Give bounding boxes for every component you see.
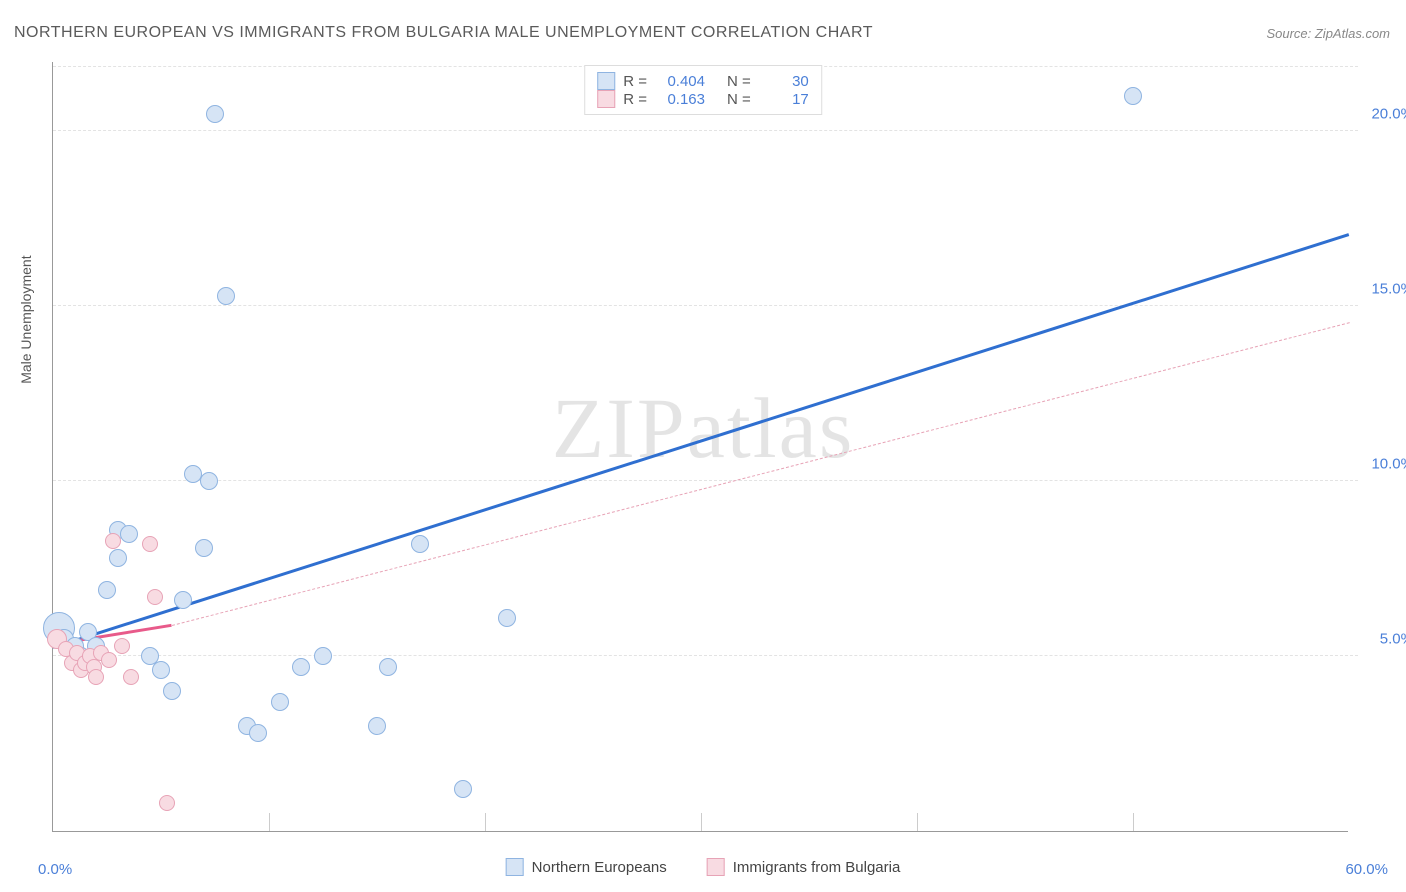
x-axis-minor-tick [485, 813, 486, 831]
chart-container: NORTHERN EUROPEAN VS IMMIGRANTS FROM BUL… [0, 0, 1406, 892]
chart-title: NORTHERN EUROPEAN VS IMMIGRANTS FROM BUL… [14, 24, 873, 42]
gridline [53, 305, 1358, 306]
data-point [411, 535, 429, 553]
data-point [159, 795, 175, 811]
legend-r-value: 0.163 [655, 91, 705, 108]
legend-n-value: 17 [759, 91, 809, 108]
legend-r-label: R = [623, 73, 647, 90]
gridline [53, 480, 1358, 481]
data-point [105, 533, 121, 549]
plot-area: 5.0%10.0%15.0%20.0% [52, 62, 1348, 832]
data-point [454, 780, 472, 798]
legend-stats-row: R = 0.163 N = 17 [597, 90, 809, 108]
legend-bottom: Northern Europeans Immigrants from Bulga… [506, 858, 901, 876]
legend-stats: R = 0.404 N = 30 R = 0.163 N = 17 [584, 65, 822, 115]
data-point [152, 661, 170, 679]
y-axis-tick: 15.0% [1371, 281, 1406, 298]
trend-line [172, 323, 1349, 627]
data-point [123, 669, 139, 685]
data-point [142, 536, 158, 552]
data-point [206, 105, 224, 123]
y-axis-tick: 5.0% [1380, 631, 1406, 648]
legend-item: Immigrants from Bulgaria [707, 858, 901, 876]
legend-label: Northern Europeans [532, 859, 667, 876]
legend-r-label: R = [623, 91, 647, 108]
x-axis-minor-tick [917, 813, 918, 831]
legend-swatch-blue [506, 858, 524, 876]
data-point [368, 717, 386, 735]
data-point [195, 539, 213, 557]
legend-swatch-blue [597, 72, 615, 90]
x-axis-minor-tick [1133, 813, 1134, 831]
x-axis-minor-tick [269, 813, 270, 831]
data-point [109, 549, 127, 567]
data-point [114, 638, 130, 654]
legend-n-value: 30 [759, 73, 809, 90]
data-point [88, 669, 104, 685]
trend-line [53, 233, 1350, 649]
data-point [163, 682, 181, 700]
y-axis-tick: 10.0% [1371, 456, 1406, 473]
data-point [498, 609, 516, 627]
data-point [101, 652, 117, 668]
data-point [98, 581, 116, 599]
x-axis-minor-tick [701, 813, 702, 831]
legend-n-label: N = [727, 73, 751, 90]
data-point [249, 724, 267, 742]
y-axis-label: Male Unemployment [18, 255, 34, 383]
data-point [379, 658, 397, 676]
legend-r-value: 0.404 [655, 73, 705, 90]
data-point [314, 647, 332, 665]
legend-swatch-pink [707, 858, 725, 876]
legend-label: Immigrants from Bulgaria [733, 859, 901, 876]
data-point [1124, 87, 1142, 105]
x-axis-tick: 60.0% [1345, 861, 1388, 878]
legend-n-label: N = [727, 91, 751, 108]
legend-item: Northern Europeans [506, 858, 667, 876]
data-point [174, 591, 192, 609]
legend-stats-row: R = 0.404 N = 30 [597, 72, 809, 90]
data-point [120, 525, 138, 543]
data-point [271, 693, 289, 711]
data-point [217, 287, 235, 305]
source-label: Source: ZipAtlas.com [1266, 26, 1390, 41]
x-axis-tick: 0.0% [38, 861, 72, 878]
data-point [147, 589, 163, 605]
gridline [53, 130, 1358, 131]
gridline [53, 655, 1358, 656]
legend-swatch-pink [597, 90, 615, 108]
y-axis-tick: 20.0% [1371, 106, 1406, 123]
data-point [292, 658, 310, 676]
data-point [200, 472, 218, 490]
